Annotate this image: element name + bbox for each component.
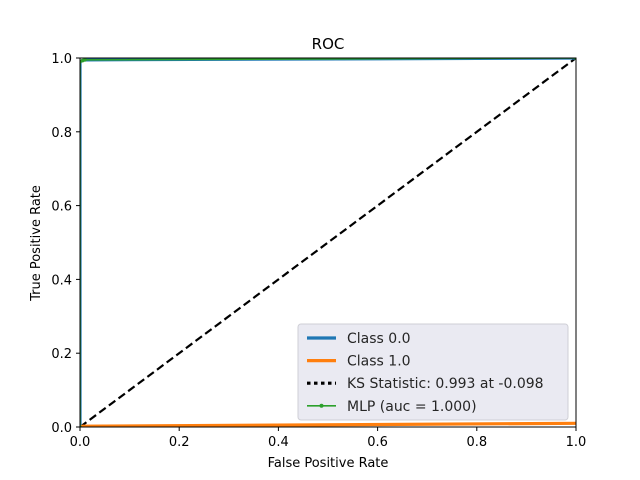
y-tick-label: 0.2 xyxy=(51,347,72,362)
plot-frame xyxy=(79,57,577,428)
y-tick-label: 0.0 xyxy=(51,421,72,436)
reference-diagonal-line xyxy=(80,58,576,427)
chart-title: ROC xyxy=(312,35,345,53)
y-axis-label: True Positive Rate xyxy=(29,185,44,302)
x-tick-label: 0.8 xyxy=(466,435,487,450)
legend-label-0: Class 0.0 xyxy=(347,331,411,347)
x-tick-label: 0.6 xyxy=(367,435,388,450)
legend-label-1: Class 1.0 xyxy=(347,354,411,370)
x-tick-label: 0.2 xyxy=(169,435,190,450)
y-tick-label: 1.0 xyxy=(51,52,72,67)
y-tick-label: 0.6 xyxy=(51,200,72,215)
legend-label-2: KS Statistic: 0.993 at -0.098 xyxy=(347,376,544,392)
series-line-1 xyxy=(80,421,576,427)
y-tick-label: 0.8 xyxy=(51,126,72,141)
series-point-3-3 xyxy=(83,58,87,62)
axes: 0.0 0.2 0.4 0.6 0.8 1.0 0.0 0.2 0.4 0.6 0.8 1.0 xyxy=(51,52,586,450)
x-tick-label: 1.0 xyxy=(566,435,587,450)
x-axis-label: False Positive Rate xyxy=(268,456,389,471)
legend-box xyxy=(297,323,569,421)
x-tick-label: 0.4 xyxy=(268,435,289,450)
legend-marker-3 xyxy=(319,403,324,408)
legend: Class 0.0 Class 1.0 KS Statistic: 0.993 at… xyxy=(297,323,569,421)
legend-label-3: MLP (auc = 1.000) xyxy=(347,399,477,415)
x-tick-label: 0.0 xyxy=(70,435,91,450)
y-tick-label: 0.4 xyxy=(51,273,72,288)
